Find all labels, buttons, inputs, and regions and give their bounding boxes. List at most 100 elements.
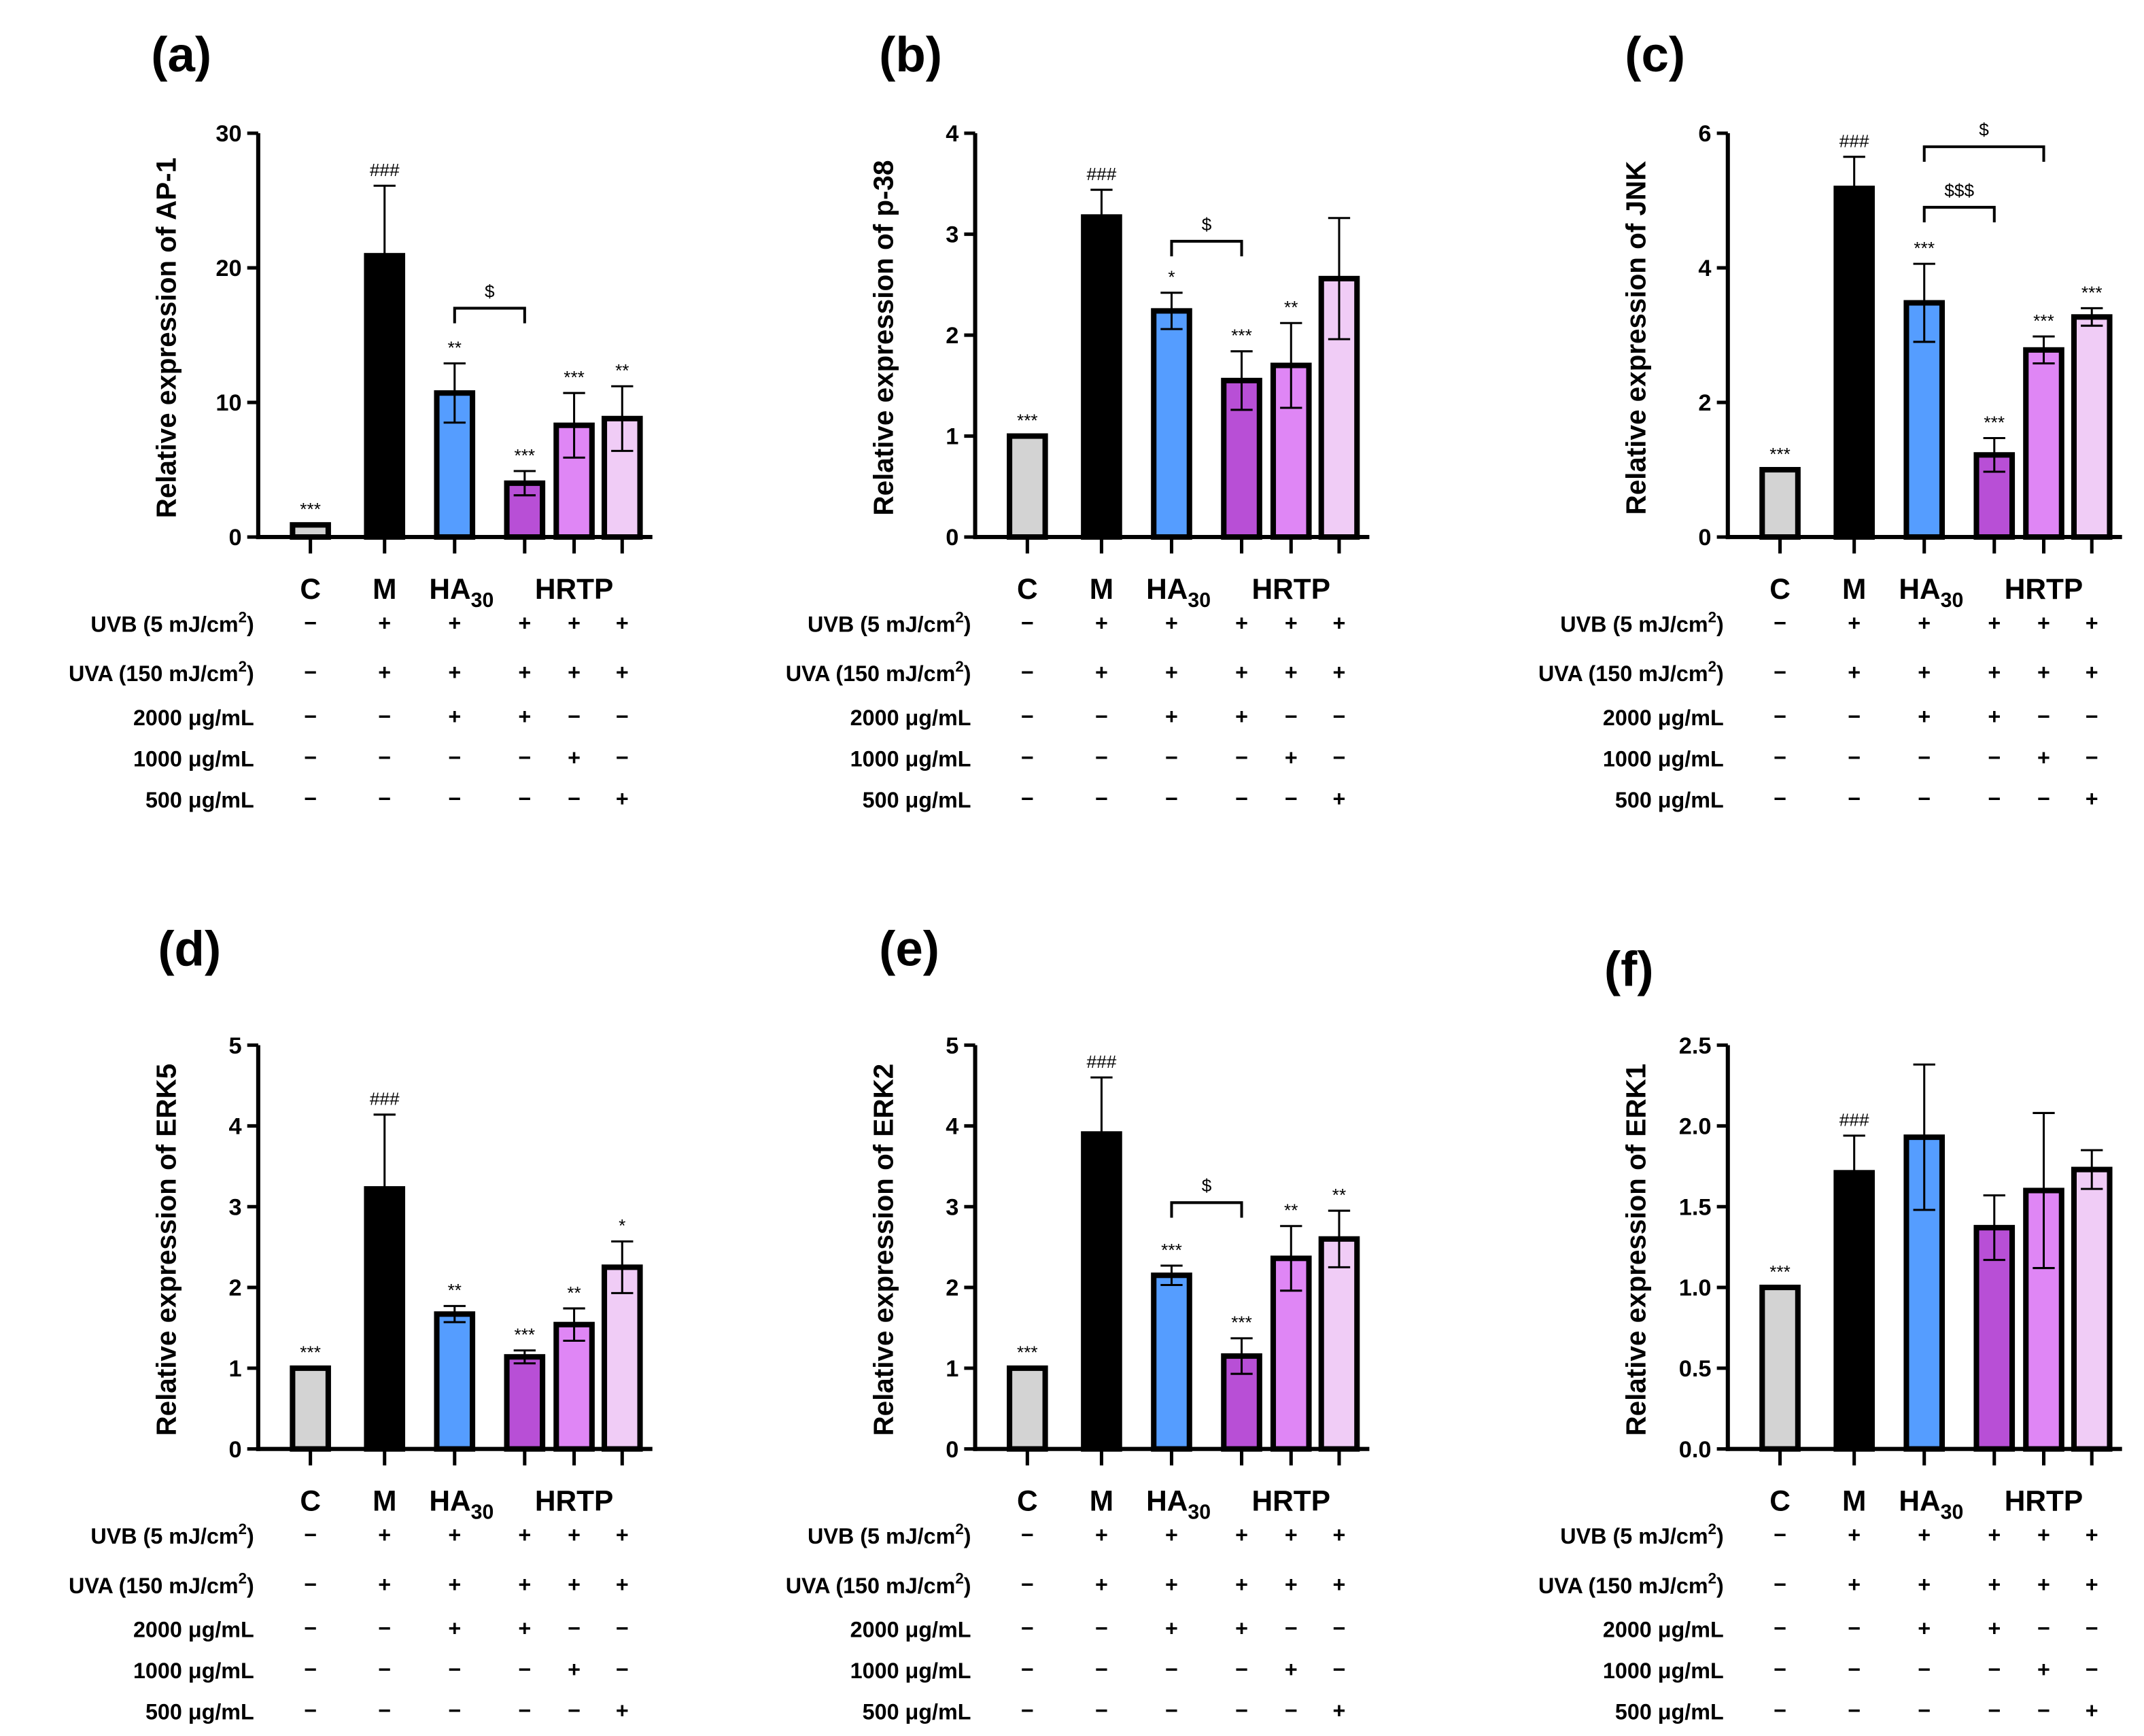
- minus-sign: −: [304, 786, 317, 811]
- treatment-row-label: 500 μg/mL: [863, 1700, 971, 1724]
- minus-sign: −: [1165, 1699, 1178, 1723]
- y-axis-label: Relative expression of ERK5: [151, 1064, 182, 1436]
- minus-sign: −: [1095, 1616, 1108, 1640]
- y-tick-label: 5: [229, 1033, 242, 1059]
- plus-sign: +: [1165, 610, 1178, 635]
- bracket-label: $: [1979, 120, 1989, 140]
- plus-sign: +: [448, 1523, 461, 1547]
- significance-label: ***: [1017, 1342, 1038, 1363]
- minus-sign: −: [518, 745, 531, 769]
- plus-sign: +: [1988, 1616, 2001, 1640]
- plus-sign: +: [1918, 610, 1931, 635]
- treatment-row-label: UVA (150 mJ/cm2): [69, 658, 254, 686]
- treatment-row-label: 500 μg/mL: [145, 1700, 254, 1724]
- significance-label: *: [1168, 267, 1175, 288]
- treatment-row-label: UVB (5 mJ/cm2): [1560, 608, 1723, 636]
- y-tick-label: 2: [946, 1275, 958, 1301]
- plus-sign: +: [1988, 610, 2001, 635]
- significance-label: ###: [1839, 131, 1869, 152]
- bar: [553, 1321, 595, 1452]
- chart-panel-2: (c) 0 2 4 6 Relative expression of JNK *** ### *…: [1538, 27, 2122, 812]
- minus-sign: −: [304, 1572, 317, 1597]
- plus-sign: +: [2086, 660, 2098, 684]
- category-label-hrtp: HRTP: [1252, 573, 1330, 605]
- minus-sign: −: [2037, 1699, 2050, 1723]
- plus-sign: +: [1165, 1523, 1178, 1547]
- bar: [434, 1311, 476, 1452]
- significance-label: **: [1284, 1200, 1298, 1221]
- y-tick-label: 5: [946, 1033, 958, 1059]
- treatment-row-label: 2000 μg/mL: [1603, 1617, 1724, 1642]
- treatment-row-label: 1000 μg/mL: [850, 1659, 971, 1683]
- minus-sign: −: [378, 1699, 391, 1723]
- comparison-bracket: [1170, 1201, 1243, 1218]
- treatment-row-label: 500 μg/mL: [1615, 1700, 1724, 1724]
- minus-sign: −: [1021, 1657, 1034, 1682]
- minus-sign: −: [1095, 745, 1108, 769]
- minus-sign: −: [304, 1699, 317, 1723]
- category-label-ha30: HA30: [1146, 1485, 1211, 1524]
- significance-label: ***: [515, 1325, 536, 1345]
- minus-sign: −: [1021, 1616, 1034, 1640]
- plus-sign: +: [448, 1616, 461, 1640]
- significance-label: *: [619, 1215, 625, 1236]
- plus-sign: +: [1235, 704, 1248, 729]
- minus-sign: −: [1165, 786, 1178, 811]
- y-tick-label: 20: [215, 256, 241, 281]
- minus-sign: −: [1235, 1699, 1248, 1723]
- plus-sign: +: [1165, 704, 1178, 729]
- minus-sign: −: [378, 745, 391, 769]
- minus-sign: −: [1774, 1572, 1786, 1597]
- category-label-ha30: HA30: [1146, 573, 1211, 612]
- bar: [504, 480, 546, 540]
- bracket-label: $$$: [1944, 180, 1974, 201]
- plus-sign: +: [1848, 610, 1861, 635]
- category-label-hrtp: HRTP: [2005, 573, 2083, 605]
- treatment-row-label: UVB (5 mJ/cm2): [808, 608, 971, 636]
- significance-label: ###: [1087, 1052, 1117, 1072]
- minus-sign: −: [1165, 1657, 1178, 1682]
- plus-sign: +: [378, 660, 391, 684]
- treatment-row-label: 1000 μg/mL: [1603, 746, 1724, 771]
- plus-sign: +: [378, 1572, 391, 1597]
- minus-sign: −: [1774, 786, 1786, 811]
- category-label-m: M: [1842, 1485, 1866, 1517]
- minus-sign: −: [448, 745, 461, 769]
- plus-sign: +: [2037, 745, 2050, 769]
- treatment-row-label: 1000 μg/mL: [133, 746, 254, 771]
- minus-sign: −: [1774, 704, 1786, 729]
- minus-sign: −: [1988, 1657, 2001, 1682]
- plus-sign: +: [1285, 1523, 1298, 1547]
- minus-sign: −: [2037, 786, 2050, 811]
- bar: [1081, 214, 1122, 540]
- y-tick-label: 2: [229, 1275, 242, 1301]
- panel-letter: (f): [1604, 942, 1654, 997]
- panel-letter: (d): [158, 921, 221, 976]
- minus-sign: −: [1774, 1616, 1786, 1640]
- bar: [290, 522, 331, 540]
- plus-sign: +: [448, 704, 461, 729]
- plus-sign: +: [2037, 1572, 2050, 1597]
- plus-sign: +: [1988, 704, 2001, 729]
- panel-letter: (c): [1625, 27, 1685, 82]
- plus-sign: +: [568, 660, 581, 684]
- significance-label: ***: [300, 1342, 321, 1363]
- minus-sign: −: [448, 1657, 461, 1682]
- bracket-label: $: [485, 281, 495, 301]
- plus-sign: +: [1848, 1572, 1861, 1597]
- plus-sign: +: [518, 1572, 531, 1597]
- y-tick-label: 0.5: [1679, 1356, 1712, 1382]
- category-label-hrtp: HRTP: [2005, 1485, 2083, 1517]
- minus-sign: −: [1021, 745, 1034, 769]
- plus-sign: +: [1095, 1572, 1108, 1597]
- treatment-row-label: UVA (150 mJ/cm2): [786, 658, 971, 686]
- significance-label: ###: [1839, 1110, 1869, 1130]
- minus-sign: −: [1848, 1699, 1861, 1723]
- y-tick-label: 10: [215, 390, 241, 416]
- minus-sign: −: [1774, 1523, 1786, 1547]
- significance-label: ***: [1161, 1240, 1182, 1260]
- minus-sign: −: [1918, 786, 1931, 811]
- minus-sign: −: [1095, 786, 1108, 811]
- treatment-row-label: 2000 μg/mL: [850, 706, 971, 730]
- minus-sign: −: [1988, 1699, 2001, 1723]
